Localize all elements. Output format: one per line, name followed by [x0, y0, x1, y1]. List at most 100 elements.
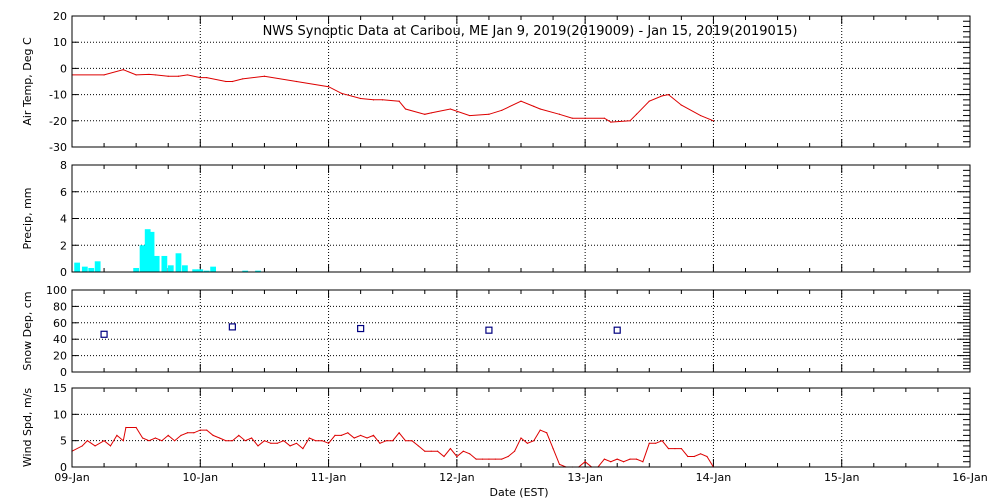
data-point: [584, 117, 586, 119]
precip-bar: [242, 270, 249, 272]
data-point: [212, 434, 214, 436]
y-tick-label: -30: [49, 141, 67, 154]
data-point: [257, 445, 259, 447]
snow-depth-point: [613, 326, 621, 334]
data-point: [186, 432, 189, 434]
data-point: [295, 442, 298, 444]
x-tick-label: 13-Jan: [567, 471, 603, 484]
data-point: [616, 458, 618, 460]
x-tick-label: 16-Jan: [952, 471, 988, 484]
data-point: [180, 434, 182, 436]
y-tick-label: 20: [53, 10, 67, 23]
data-point: [251, 437, 253, 439]
y-tick-label: 60: [53, 317, 67, 330]
data-point: [308, 437, 310, 439]
data-point: [610, 461, 612, 463]
data-point: [552, 447, 554, 450]
y-tick-label: 80: [53, 300, 67, 313]
data-point: [167, 75, 169, 77]
data-point: [116, 434, 118, 436]
data-point: [539, 108, 541, 110]
snow-depth-point: [100, 330, 108, 338]
precip-bar: [197, 269, 204, 272]
data-point: [360, 97, 362, 100]
data-point: [404, 440, 407, 442]
data-point: [238, 434, 240, 436]
data-point: [148, 73, 150, 76]
precip-bar: [210, 266, 217, 272]
data-point: [167, 434, 169, 436]
precip-bar: [182, 265, 188, 272]
data-point: [381, 99, 384, 101]
data-point: [289, 445, 291, 447]
panel-frame: [71, 289, 971, 373]
data-point: [430, 450, 432, 452]
y-tick-label: 8: [60, 159, 67, 172]
data-point: [206, 429, 208, 431]
data-point: [231, 80, 233, 83]
panel-snow: 100 80 60 40 20 0 Snow Dep, cm: [21, 284, 971, 379]
data-point: [81, 445, 83, 447]
x-axis-label: Date (EST): [489, 486, 548, 499]
data-point: [154, 74, 156, 76]
y-tick-label: 100: [46, 284, 67, 297]
y-tick-label: 0: [60, 62, 67, 75]
data-point: [674, 447, 676, 450]
data-point: [411, 440, 413, 442]
data-point: [558, 463, 561, 465]
data-point: [231, 440, 233, 442]
data-point: [86, 440, 88, 442]
x-tick-label: 10-Jan: [183, 471, 219, 484]
y-tick-label: 20: [53, 350, 67, 363]
data-point: [340, 434, 342, 436]
data-point: [571, 117, 573, 119]
data-point: [125, 426, 127, 429]
data-point: [712, 120, 715, 122]
data-point: [610, 121, 612, 123]
data-point: [546, 432, 548, 434]
data-point: [199, 429, 201, 431]
data-point: [315, 440, 317, 442]
data-point: [655, 442, 657, 444]
precip-bar: [81, 266, 88, 272]
data-point: [242, 78, 244, 80]
precip-bar: [192, 269, 199, 272]
data-point: [526, 442, 529, 444]
data-point: [372, 434, 375, 436]
snow-depth-point: [357, 324, 365, 333]
data-point: [494, 458, 496, 460]
data-point: [456, 455, 458, 458]
data-point: [539, 429, 541, 431]
panel-frame: [71, 164, 971, 273]
data-point: [635, 113, 638, 115]
data-point: [122, 69, 124, 71]
data-point: [379, 442, 381, 444]
data-point: [642, 461, 644, 463]
data-point: [475, 458, 477, 460]
data-point: [488, 113, 490, 115]
y-tick-label: 6: [60, 186, 67, 199]
precip-bar: [255, 270, 261, 272]
data-point: [635, 458, 638, 460]
y-tick-label: 0: [60, 366, 67, 379]
panel-precip: 8 6 4 2 0 Precip, mm: [21, 159, 971, 279]
data-point: [244, 440, 246, 442]
y-tick-label: 0: [60, 266, 67, 279]
y-tick-label: -10: [49, 89, 67, 102]
data-point: [648, 100, 650, 102]
series-line-wind: [71, 427, 714, 468]
data-point: [648, 442, 650, 444]
y-tick-label: -20: [49, 115, 67, 128]
data-point: [327, 442, 330, 444]
data-point: [94, 445, 96, 447]
data-point: [148, 440, 150, 442]
panel-frame: [71, 387, 971, 468]
data-point: [366, 437, 368, 439]
y-tick-label: 15: [53, 382, 67, 395]
precip-bar: [148, 231, 155, 272]
y-tick-label: 5: [60, 435, 67, 448]
series-line-temp: [72, 69, 714, 123]
data-point: [680, 447, 682, 450]
